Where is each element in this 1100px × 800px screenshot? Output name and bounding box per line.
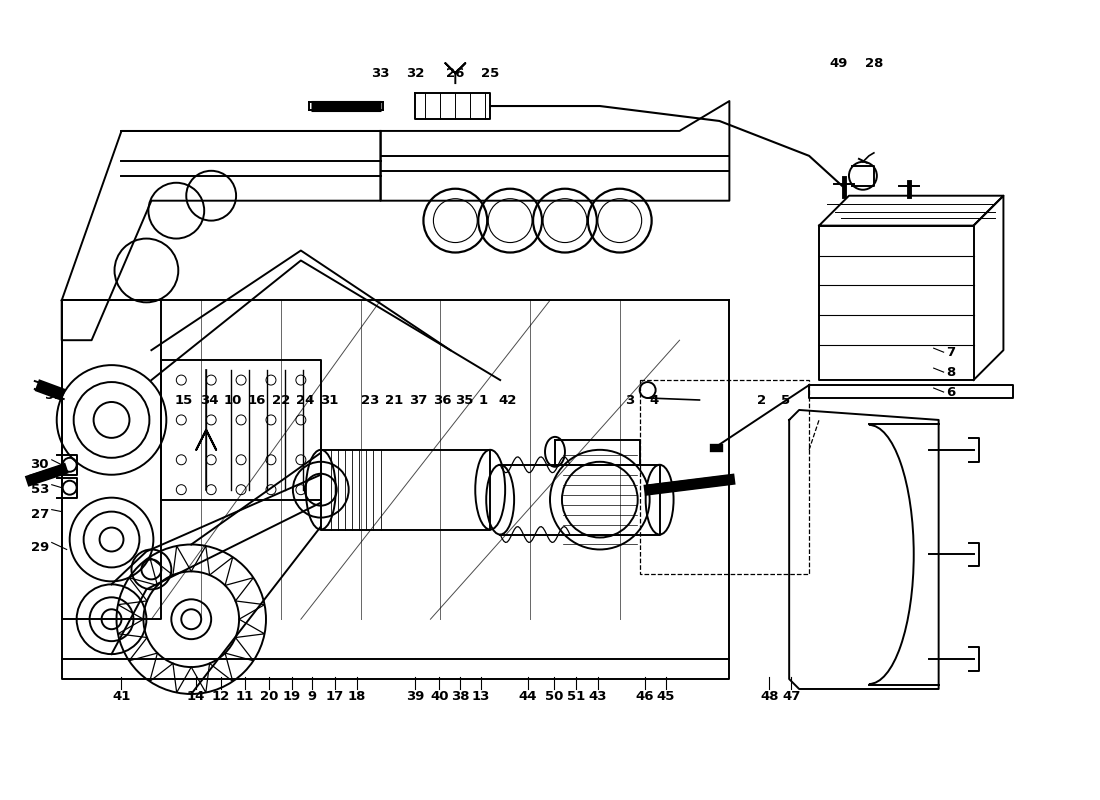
Text: 48: 48 (760, 690, 779, 703)
Text: 46: 46 (636, 690, 653, 703)
Text: 43: 43 (588, 690, 607, 703)
Text: 19: 19 (283, 690, 301, 703)
Text: 6: 6 (946, 386, 955, 398)
Text: 10: 10 (224, 394, 242, 406)
Text: 27: 27 (31, 508, 48, 521)
Text: 38: 38 (451, 690, 470, 703)
Text: 33: 33 (372, 66, 389, 80)
Text: 50: 50 (544, 690, 563, 703)
Text: 17: 17 (326, 690, 344, 703)
Text: 49: 49 (829, 57, 848, 70)
Text: 42: 42 (498, 394, 516, 406)
Text: 30: 30 (31, 458, 50, 471)
Text: 21: 21 (385, 394, 404, 406)
Text: 44: 44 (519, 690, 537, 703)
Text: 3: 3 (625, 394, 635, 406)
Text: 37: 37 (409, 394, 428, 406)
Text: 8: 8 (946, 366, 955, 378)
Text: 26: 26 (447, 66, 464, 80)
Text: 9: 9 (307, 690, 317, 703)
Text: 31: 31 (320, 394, 338, 406)
Text: 22: 22 (272, 394, 290, 406)
Text: 53: 53 (31, 483, 50, 496)
Text: 1: 1 (478, 394, 487, 406)
Text: 4: 4 (649, 394, 658, 406)
Text: 45: 45 (657, 690, 674, 703)
Text: 20: 20 (260, 690, 278, 703)
Text: 12: 12 (212, 690, 230, 703)
Text: 40: 40 (430, 690, 449, 703)
Text: 5: 5 (781, 394, 790, 406)
Text: 14: 14 (187, 690, 206, 703)
Text: 24: 24 (296, 394, 314, 406)
Text: 15: 15 (174, 394, 192, 406)
Text: 25: 25 (481, 66, 499, 80)
Text: 34: 34 (200, 394, 219, 406)
Text: 16: 16 (248, 394, 266, 406)
Text: 11: 11 (235, 690, 254, 703)
Text: 32: 32 (406, 66, 425, 80)
Text: 23: 23 (362, 394, 380, 406)
Text: 35: 35 (455, 394, 473, 406)
Text: 28: 28 (865, 57, 883, 70)
Bar (640, 380, 810, 574)
Text: 36: 36 (433, 394, 452, 406)
Text: 52: 52 (45, 389, 63, 402)
Text: 29: 29 (31, 541, 48, 554)
Text: 2: 2 (757, 394, 766, 406)
Text: 18: 18 (348, 690, 366, 703)
Text: 41: 41 (112, 690, 131, 703)
Text: 51: 51 (566, 690, 585, 703)
Text: 7: 7 (946, 346, 955, 358)
Text: 13: 13 (472, 690, 491, 703)
Text: 39: 39 (406, 690, 425, 703)
Text: 47: 47 (782, 690, 801, 703)
